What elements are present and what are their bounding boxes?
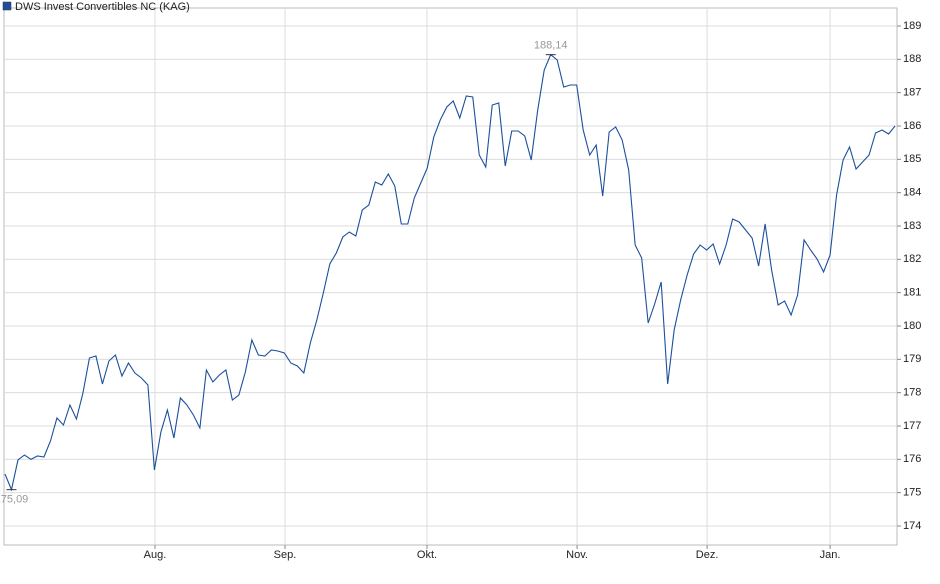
x-tick-label: Dez. (696, 549, 719, 561)
y-tick-label: 185 (903, 153, 921, 165)
price-line (4, 53, 896, 492)
x-tick-label: Nov. (566, 549, 588, 561)
y-tick-label: 182 (903, 253, 921, 265)
x-tick-label: Jan. (820, 549, 841, 561)
x-tick-label: Sep. (274, 549, 297, 561)
y-tick-label: 179 (903, 353, 921, 365)
legend-swatch (2, 1, 12, 11)
x-tick-label: Aug. (144, 549, 167, 561)
y-tick-label: 189 (903, 20, 921, 32)
y-tick-label: 188 (903, 53, 921, 65)
y-tick-label: 181 (903, 287, 921, 299)
legend-label: DWS Invest Convertibles NC (KAG) (15, 1, 190, 13)
y-tick-label: 186 (903, 120, 921, 132)
y-tick-label: 176 (903, 453, 921, 465)
plot-area (3, 7, 898, 546)
y-tick-label: 177 (903, 420, 921, 432)
y-tick-label: 174 (903, 520, 921, 532)
extreme-label: 188,14 (534, 40, 568, 52)
y-tick-label: 178 (903, 387, 921, 399)
y-tick-label: 187 (903, 87, 921, 99)
y-tick-label: 180 (903, 320, 921, 332)
y-tick-label: 175 (903, 487, 921, 499)
extreme-label: 175,09 (0, 494, 28, 506)
y-tick-label: 184 (903, 187, 921, 199)
x-tick-label: Okt. (417, 549, 437, 561)
y-tick-label: 183 (903, 220, 921, 232)
